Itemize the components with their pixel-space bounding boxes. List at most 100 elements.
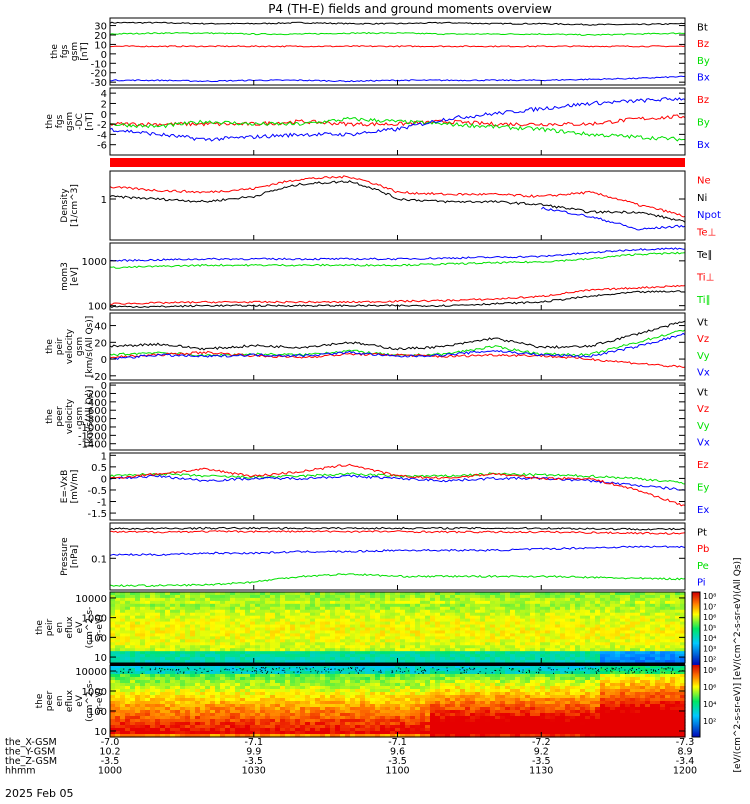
- series-Vt-line: [110, 321, 685, 350]
- series-Te∥-line: [110, 291, 685, 308]
- legend-Ey: Ey: [697, 483, 709, 494]
- ylabel-line: [1/cm^3]: [70, 184, 80, 227]
- ytick-label: 1: [101, 195, 107, 206]
- ytick-label: 1000: [82, 257, 107, 268]
- legend-Bt: Bt: [697, 22, 708, 33]
- series-Pe-line: [110, 574, 685, 587]
- plot-title: P4 (TH-E) fields and ground moments over…: [268, 2, 552, 16]
- series-Ti∥-line: [110, 252, 685, 268]
- legend-Vx: Vx: [697, 438, 710, 449]
- legend-Pt: Pt: [697, 527, 707, 538]
- ytick-label: 20: [94, 338, 107, 349]
- legend-Vz: Vz: [697, 334, 709, 345]
- ylabel-line: fgs: [60, 44, 70, 58]
- ylabel-line: (cm^2-s-: [85, 607, 95, 649]
- ylabel-line: the: [35, 620, 45, 635]
- ylabel-line: peer: [55, 406, 65, 427]
- ytick-label: 10: [94, 653, 107, 664]
- legend-Te⊥: Te⊥: [696, 227, 716, 238]
- ylabel-line: en: [55, 622, 65, 633]
- legend-By: By: [697, 56, 710, 67]
- series-Vx-line: [110, 333, 685, 359]
- ylabel-line: peir: [55, 337, 65, 355]
- legend-Bx: Bx: [697, 140, 710, 151]
- legend-Vy: Vy: [697, 421, 710, 432]
- ytick-label: 40: [94, 322, 107, 333]
- panel-4: 1000 100 mom3[eV] Te∥ Ti⊥ Ti∥: [60, 243, 714, 313]
- ylabel-line: [nT]: [80, 42, 90, 60]
- ylabel-line: [eV]: [70, 267, 80, 286]
- series-Ni-line: [110, 181, 685, 223]
- legend-Ne: Ne: [697, 176, 711, 187]
- series-Ne-line: [110, 176, 685, 217]
- ylabel-line: gsm: [65, 112, 75, 131]
- panel-frame: [110, 453, 685, 520]
- ylabel-line: the: [50, 44, 60, 59]
- ylabel-line: Pressure: [60, 537, 70, 576]
- legend-Pb: Pb: [697, 544, 709, 555]
- legend-Vy: Vy: [697, 351, 710, 362]
- series-Bx-line: [110, 98, 685, 141]
- series-Pb-line: [110, 531, 685, 535]
- legend-By: By: [697, 118, 710, 129]
- ylabel-line: the: [45, 339, 55, 354]
- panel-frame: [110, 171, 685, 240]
- legend-Bz: Bz: [697, 39, 709, 50]
- ylabel-line: [km/s(All Qs)]: [85, 316, 95, 378]
- spectrogram-10: [110, 663, 686, 738]
- ylabel-line: the: [45, 409, 55, 424]
- ylabel-line: peir: [45, 618, 55, 636]
- series-By-line: [110, 118, 685, 141]
- ytick-label: -1: [97, 498, 107, 509]
- legend-Vz: Vz: [697, 404, 709, 415]
- ylabel-line: the: [45, 114, 55, 129]
- series-Bt-line: [110, 22, 685, 25]
- panel-frame: [110, 18, 685, 85]
- ytick-label: -30: [91, 78, 107, 89]
- legend-Pi: Pi: [697, 578, 706, 589]
- ytick-label: 0.1: [91, 554, 107, 565]
- ytick-label: -0.5: [87, 486, 107, 497]
- ytick-label: 0.5: [91, 463, 107, 474]
- ylabel-line: sr-eV): [95, 614, 105, 640]
- legend-Vt: Vt: [697, 387, 708, 398]
- ytick-label: 100: [88, 302, 107, 313]
- legend-Ti∥: Ti∥: [696, 295, 711, 306]
- series-Pt-line: [110, 527, 685, 530]
- ylabel-line: eflux: [65, 616, 75, 639]
- legend-Ti⊥: Ti⊥: [696, 273, 714, 284]
- ylabel-line: -DC: [75, 113, 85, 129]
- legend-Vx: Vx: [697, 368, 710, 379]
- panel-8: 0.1 Pressure[nPa] Pt Pb Pe Pi: [60, 523, 709, 590]
- series-Ez-line: [110, 464, 685, 506]
- spectrogram-9: [110, 592, 686, 664]
- panel-frame: [110, 313, 685, 380]
- ytick-label: 0: [101, 474, 107, 485]
- legend-Te∥: Te∥: [696, 250, 713, 261]
- ylabel-line: fgs: [55, 114, 65, 128]
- ylabel-line: [km/s(All Qs)]: [85, 386, 95, 448]
- legend-Ez: Ez: [697, 460, 709, 471]
- ylabel-line: mom3: [60, 262, 70, 291]
- series-Ti⊥-line: [110, 248, 685, 262]
- ylabel-line: Density: [60, 188, 70, 223]
- panel-frame: [110, 383, 685, 450]
- ylabel-line: gsm: [75, 337, 85, 356]
- series-Pi-line: [110, 546, 685, 556]
- ylabel-line: gsm: [70, 42, 80, 61]
- legend-Ex: Ex: [697, 505, 709, 516]
- series-By-line: [110, 33, 685, 36]
- legend-Pe: Pe: [697, 561, 709, 572]
- ylabel-line: eV: [75, 621, 85, 634]
- ylabel-line: [nPa]: [70, 545, 80, 568]
